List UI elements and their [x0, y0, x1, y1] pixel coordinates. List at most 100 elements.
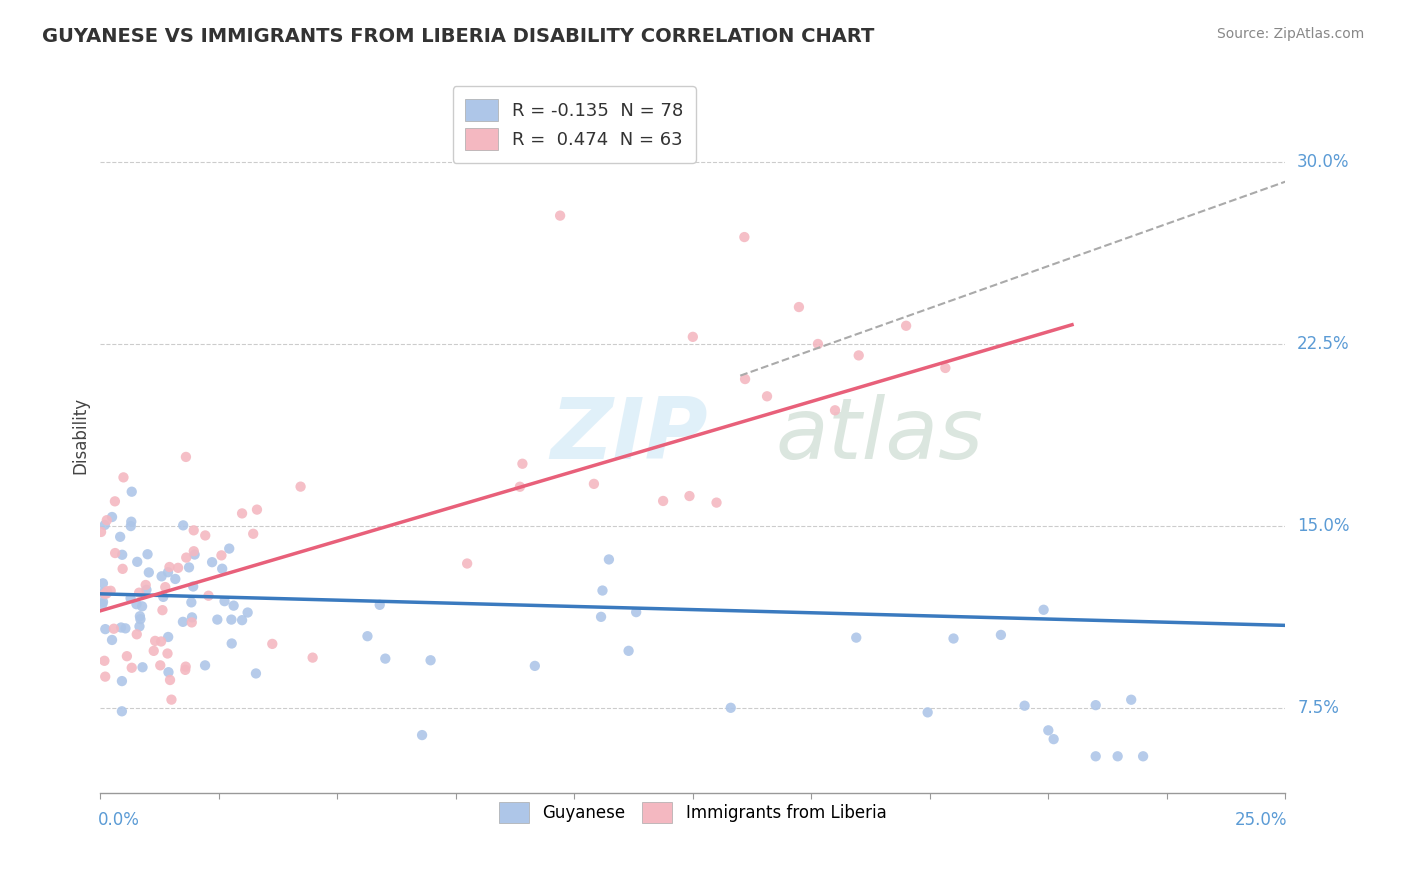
- Point: [848, 348, 870, 362]
- Point: [121, 661, 143, 675]
- Point: [211, 562, 233, 576]
- Point: [174, 450, 197, 464]
- Point: [174, 663, 197, 677]
- Point: [181, 610, 204, 624]
- Point: [91, 597, 114, 611]
- Point: [174, 659, 197, 673]
- Point: [111, 704, 134, 718]
- Point: [456, 557, 478, 571]
- Point: [720, 700, 742, 714]
- Point: [290, 480, 312, 494]
- Point: [129, 609, 152, 624]
- Point: [807, 337, 830, 351]
- Point: [201, 555, 224, 569]
- Point: [194, 528, 217, 542]
- Point: [136, 547, 159, 561]
- Point: [512, 457, 534, 471]
- Point: [111, 562, 134, 576]
- Point: [1032, 603, 1054, 617]
- Point: [181, 580, 204, 594]
- Point: [231, 507, 253, 521]
- Point: [180, 615, 202, 630]
- Point: [104, 494, 127, 508]
- Point: [207, 613, 229, 627]
- Point: [894, 318, 917, 333]
- Point: [96, 584, 118, 599]
- Point: [734, 372, 756, 386]
- Point: [356, 629, 378, 643]
- Point: [917, 706, 939, 720]
- Point: [131, 660, 153, 674]
- Point: [1121, 692, 1143, 706]
- Text: 15.0%: 15.0%: [1298, 517, 1350, 535]
- Point: [845, 631, 868, 645]
- Point: [155, 580, 177, 594]
- Point: [157, 665, 180, 680]
- Point: [149, 658, 172, 673]
- Point: [624, 605, 647, 619]
- Point: [180, 595, 202, 609]
- Point: [111, 548, 134, 562]
- Point: [301, 650, 323, 665]
- Y-axis label: Disability: Disability: [72, 396, 89, 474]
- Point: [91, 585, 114, 599]
- Point: [236, 606, 259, 620]
- Point: [374, 651, 396, 665]
- Point: [120, 519, 142, 533]
- Point: [131, 599, 153, 614]
- Point: [121, 484, 143, 499]
- Point: [1038, 723, 1060, 738]
- Text: ZIP: ZIP: [551, 393, 709, 476]
- Point: [96, 513, 118, 527]
- Point: [156, 647, 179, 661]
- Point: [214, 594, 236, 608]
- Point: [159, 560, 181, 574]
- Point: [787, 300, 810, 314]
- Point: [934, 361, 956, 376]
- Text: GUYANESE VS IMMIGRANTS FROM LIBERIA DISABILITY CORRELATION CHART: GUYANESE VS IMMIGRANTS FROM LIBERIA DISA…: [42, 27, 875, 45]
- Point: [1107, 749, 1129, 764]
- Point: [101, 510, 124, 524]
- Point: [617, 644, 640, 658]
- Point: [209, 549, 232, 563]
- Point: [120, 591, 142, 606]
- Point: [262, 637, 284, 651]
- Point: [91, 595, 114, 609]
- Point: [1084, 698, 1107, 713]
- Text: 25.0%: 25.0%: [1234, 811, 1288, 829]
- Point: [150, 569, 173, 583]
- Point: [682, 330, 704, 344]
- Point: [598, 552, 620, 566]
- Point: [135, 578, 157, 592]
- Point: [128, 585, 150, 599]
- Point: [652, 494, 675, 508]
- Point: [942, 632, 965, 646]
- Point: [174, 550, 197, 565]
- Point: [194, 658, 217, 673]
- Point: [91, 576, 114, 591]
- Point: [824, 403, 846, 417]
- Point: [108, 530, 131, 544]
- Point: [115, 649, 138, 664]
- Point: [177, 560, 200, 574]
- Point: [167, 561, 190, 575]
- Point: [125, 627, 148, 641]
- Point: [419, 653, 441, 667]
- Point: [523, 659, 546, 673]
- Point: [93, 654, 115, 668]
- Point: [112, 470, 135, 484]
- Point: [111, 674, 134, 689]
- Point: [1132, 749, 1154, 764]
- Point: [245, 666, 267, 681]
- Text: 0.0%: 0.0%: [98, 811, 139, 829]
- Point: [368, 598, 391, 612]
- Point: [172, 518, 194, 533]
- Text: Source: ZipAtlas.com: Source: ZipAtlas.com: [1216, 27, 1364, 41]
- Point: [197, 589, 219, 603]
- Text: 7.5%: 7.5%: [1298, 698, 1339, 717]
- Point: [582, 476, 605, 491]
- Point: [592, 583, 614, 598]
- Point: [94, 622, 117, 636]
- Point: [101, 632, 124, 647]
- Point: [231, 613, 253, 627]
